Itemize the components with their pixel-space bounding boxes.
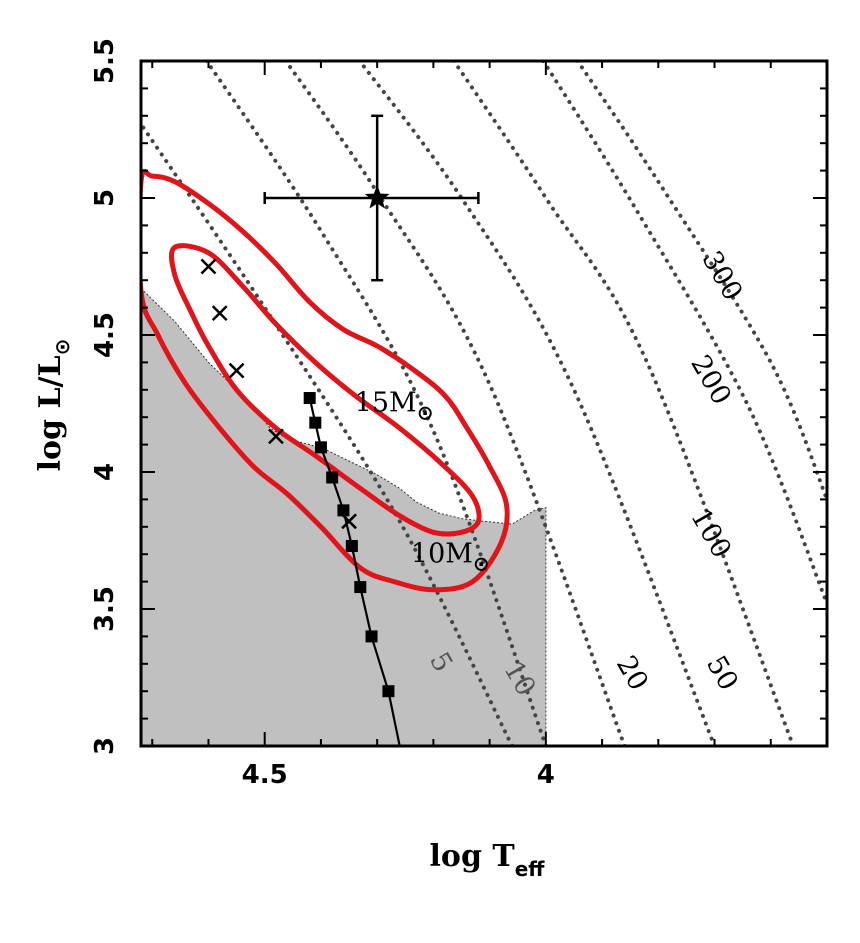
cross-marker <box>200 258 217 275</box>
track-square-marker <box>309 416 322 429</box>
track-square-marker <box>354 581 367 594</box>
radius-label-50: 50 <box>700 651 744 696</box>
radius-line-100 <box>451 61 796 746</box>
radius-label-300: 300 <box>696 246 749 306</box>
radius-label-100: 100 <box>684 503 737 563</box>
track-square-marker <box>314 441 327 454</box>
track-line <box>308 397 401 746</box>
y-tick-label: 5.5 <box>90 38 120 84</box>
y-tick-label: 5 <box>90 189 120 207</box>
cross-marker <box>228 362 245 379</box>
y-axis-title: log L/L⊙ <box>33 339 74 472</box>
radius-line-200 <box>540 61 827 606</box>
contour-outer <box>141 168 510 593</box>
x-tick-label: 4 <box>537 760 555 790</box>
y-tick-label: 3 <box>90 737 120 755</box>
cross-stroke <box>228 362 245 379</box>
cross-marker <box>268 428 284 445</box>
contour-inner <box>169 243 482 537</box>
y-tick-label: 3.5 <box>90 586 120 632</box>
cross-marker <box>341 513 357 530</box>
radius-line-5 <box>141 120 515 746</box>
observed-star-marker <box>364 185 390 209</box>
plot-frame <box>139 59 829 748</box>
mass-annotation: 10M⊙ <box>411 538 490 575</box>
radius-line-50 <box>356 61 717 746</box>
track-square-marker <box>365 630 378 643</box>
y-tick-label: 4 <box>90 463 120 481</box>
radius-label-200: 200 <box>684 350 737 410</box>
x-tick-label: 4.5 <box>242 760 288 790</box>
mass-annotation: 15M⊙ <box>355 388 434 425</box>
y-tick-label: 4.5 <box>90 312 120 358</box>
axes-frame <box>139 59 829 748</box>
radius-label-20: 20 <box>610 651 654 696</box>
cross-stroke <box>268 428 284 445</box>
x-axis-title: log Teff <box>430 839 546 881</box>
track-square-marker <box>337 504 350 517</box>
track-square-marker <box>326 471 339 484</box>
radius-line-20 <box>283 61 627 746</box>
cross-stroke <box>200 258 217 275</box>
radius-line-300 <box>575 61 827 502</box>
track-square-marker <box>345 539 358 552</box>
track-square-marker <box>303 392 316 405</box>
cross-stroke <box>341 513 357 530</box>
cross-stroke <box>211 305 228 321</box>
radius-line-10 <box>204 61 548 746</box>
track-square-marker <box>382 685 395 698</box>
plot-area <box>141 61 827 746</box>
cross-marker <box>211 305 228 321</box>
